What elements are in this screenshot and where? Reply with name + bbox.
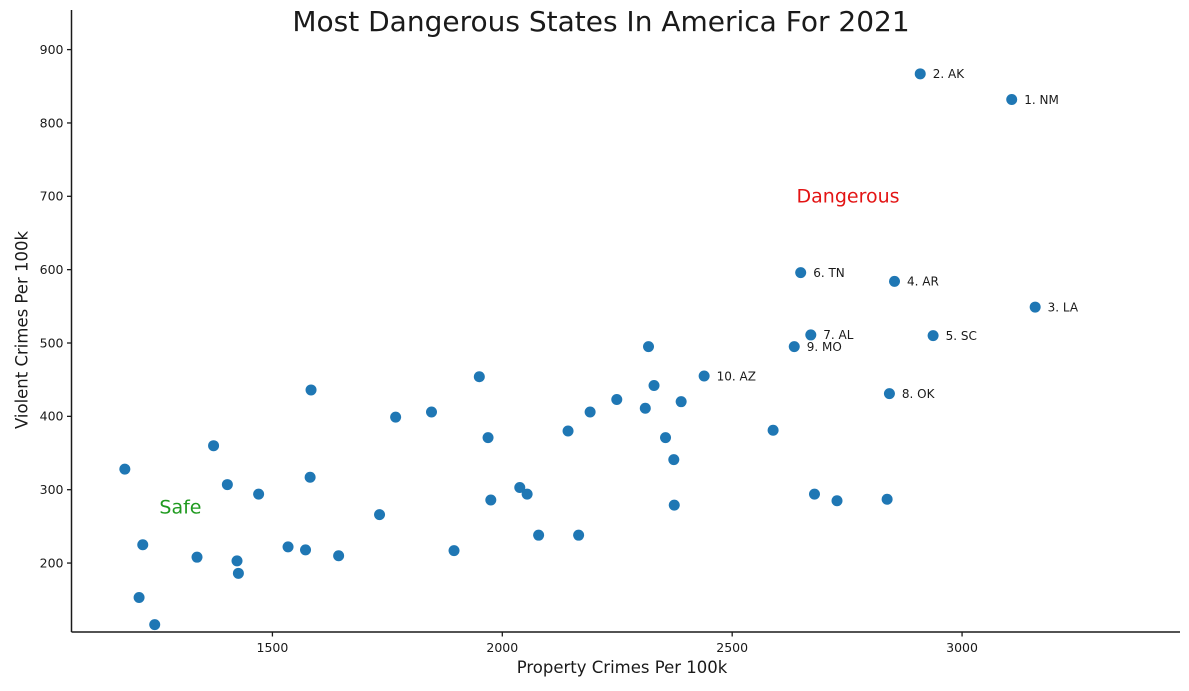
data-point bbox=[208, 440, 220, 452]
data-point-tn bbox=[795, 267, 807, 279]
data-point bbox=[473, 371, 485, 383]
data-point-al bbox=[805, 329, 817, 341]
data-point bbox=[639, 402, 651, 414]
data-point-la bbox=[1029, 301, 1041, 313]
data-point bbox=[390, 411, 402, 423]
x-axis-tick-label: 2500 bbox=[716, 640, 748, 655]
data-point bbox=[648, 380, 660, 392]
y-axis-tick-label: 300 bbox=[40, 482, 64, 497]
data-point bbox=[643, 341, 655, 353]
point-label-tn: 6. TN bbox=[813, 266, 845, 280]
data-point bbox=[767, 424, 779, 436]
data-point bbox=[374, 509, 386, 521]
data-point bbox=[668, 454, 680, 466]
data-point bbox=[133, 592, 145, 604]
data-point bbox=[304, 471, 316, 483]
data-point bbox=[533, 529, 545, 541]
y-axis-tick-label: 700 bbox=[40, 189, 64, 204]
data-point bbox=[521, 488, 533, 500]
data-point bbox=[300, 544, 312, 556]
data-point bbox=[881, 493, 893, 505]
data-point bbox=[611, 393, 623, 405]
point-label-al: 7. AL bbox=[823, 328, 853, 342]
y-axis-tick-label: 600 bbox=[40, 262, 64, 277]
y-axis-tick-label: 200 bbox=[40, 555, 64, 570]
annotation-dangerous: Dangerous bbox=[797, 185, 900, 207]
data-point bbox=[232, 567, 244, 579]
chart-title: Most Dangerous States In America For 202… bbox=[292, 5, 910, 38]
y-axis-tick-label: 800 bbox=[40, 115, 64, 130]
data-point bbox=[425, 406, 437, 418]
data-point bbox=[562, 425, 574, 437]
data-point bbox=[584, 406, 596, 418]
point-label-nm: 1. NM bbox=[1024, 93, 1059, 107]
data-point bbox=[137, 539, 149, 551]
x-axis-tick-label: 1500 bbox=[257, 640, 289, 655]
y-axis-tick-label: 400 bbox=[40, 409, 64, 424]
data-point bbox=[660, 432, 672, 444]
data-point bbox=[305, 384, 317, 396]
data-point bbox=[282, 541, 294, 553]
data-point bbox=[675, 396, 687, 408]
y-axis-tick-label: 900 bbox=[40, 42, 64, 57]
y-axis-label: Violent Crimes Per 100k bbox=[12, 230, 32, 430]
data-point bbox=[831, 495, 843, 507]
data-point bbox=[448, 545, 460, 557]
data-point bbox=[253, 488, 265, 500]
data-point bbox=[573, 529, 585, 541]
point-label-mo: 9. MO bbox=[807, 340, 842, 354]
data-point-ak bbox=[914, 68, 926, 80]
point-label-ak: 2. AK bbox=[933, 67, 965, 81]
point-label-az: 10. AZ bbox=[717, 369, 756, 383]
point-label-ok: 8. OK bbox=[902, 387, 936, 401]
data-point bbox=[808, 488, 820, 500]
data-point-ok bbox=[883, 388, 895, 400]
data-point bbox=[482, 432, 494, 444]
point-label-ar: 4. AR bbox=[907, 275, 939, 289]
data-point-sc bbox=[927, 330, 939, 342]
data-point bbox=[668, 499, 680, 511]
data-point bbox=[333, 550, 345, 562]
data-point bbox=[514, 482, 526, 494]
x-axis-tick-label: 2000 bbox=[486, 640, 518, 655]
data-point-az bbox=[698, 370, 710, 382]
point-label-la: 3. LA bbox=[1048, 300, 1079, 314]
data-point bbox=[231, 555, 243, 567]
data-point bbox=[191, 551, 203, 563]
data-point-ar bbox=[888, 275, 900, 287]
annotation-safe: Safe bbox=[159, 496, 201, 518]
x-axis-tick-label: 3000 bbox=[946, 640, 978, 655]
data-point-mo bbox=[788, 341, 800, 353]
data-point bbox=[485, 494, 497, 506]
y-axis-tick-label: 500 bbox=[40, 335, 64, 350]
data-point bbox=[119, 463, 131, 475]
data-point-nm bbox=[1006, 93, 1018, 105]
data-point bbox=[221, 479, 233, 491]
data-point bbox=[149, 619, 161, 631]
x-axis-label: Property Crimes Per 100k bbox=[516, 658, 728, 677]
point-label-sc: 5. SC bbox=[946, 329, 977, 343]
